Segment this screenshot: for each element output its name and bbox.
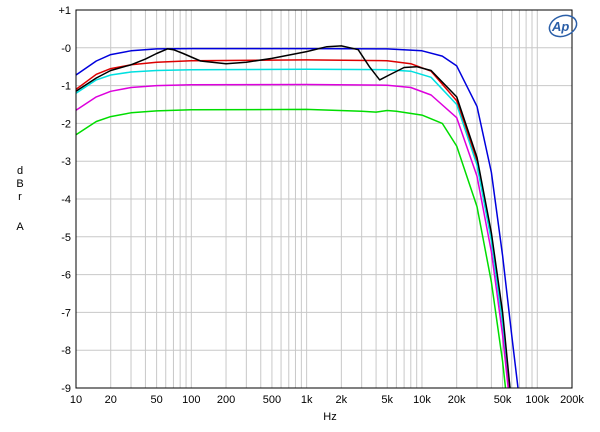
x-tick-label: 20k <box>448 394 466 406</box>
y-tick-label: -7 <box>61 307 71 319</box>
x-tick-label: 100 <box>182 394 200 406</box>
x-tick-label: 2k <box>336 394 348 406</box>
x-tick-label: 200k <box>560 394 584 406</box>
y-tick-label: -3 <box>61 156 71 168</box>
x-tick-labels: 10 20 50 100 200 500 1k 2k 5k 10k 20k 50k 100k 200k <box>70 394 585 406</box>
series-line-1 <box>75 47 519 389</box>
x-tick-label: 500 <box>263 394 281 406</box>
y-axis-label-char: A <box>16 221 24 233</box>
series-line-5 <box>75 108 507 389</box>
series-group <box>75 45 519 389</box>
x-tick-label: 10 <box>70 394 82 406</box>
series-line-6 <box>75 45 511 389</box>
x-tick-label: 50 <box>150 394 162 406</box>
y-tick-label: -4 <box>61 194 71 206</box>
plot-frame <box>75 9 573 389</box>
x-tick-label: 200 <box>217 394 235 406</box>
ap-logo-icon: Ap <box>548 14 578 38</box>
series-line-4 <box>75 83 509 389</box>
y-axis-label-char: B <box>16 178 23 190</box>
x-tick-label: 20 <box>105 394 117 406</box>
y-tick-label: -5 <box>61 232 71 244</box>
y-tick-label: -6 <box>61 270 71 282</box>
x-tick-label: 5k <box>381 394 393 406</box>
x-tick-label: 100k <box>525 394 549 406</box>
y-tick-label: -1 <box>61 81 71 93</box>
y-axis-label: dBr A <box>16 165 24 233</box>
x-tick-label: 50k <box>494 394 512 406</box>
x-tick-label: 1k <box>301 394 313 406</box>
y-axis-label-char: r <box>18 191 22 203</box>
y-tick-label: -2 <box>61 118 71 130</box>
y-tick-label: -9 <box>61 383 71 395</box>
x-axis-label: Hz <box>323 411 336 423</box>
y-tick-label: -8 <box>61 345 71 357</box>
svg-text:Ap: Ap <box>551 19 569 34</box>
y-tick-label: +1 <box>58 5 71 17</box>
y-tick-label: -0 <box>61 43 71 55</box>
x-tick-label: 10k <box>413 394 431 406</box>
y-tick-labels: +1 -0 -1 -2 -3 -4 -5 -6 -7 -8 -9 <box>58 5 71 395</box>
series-line-3 <box>75 68 511 389</box>
y-axis-label-char: d <box>17 165 23 177</box>
